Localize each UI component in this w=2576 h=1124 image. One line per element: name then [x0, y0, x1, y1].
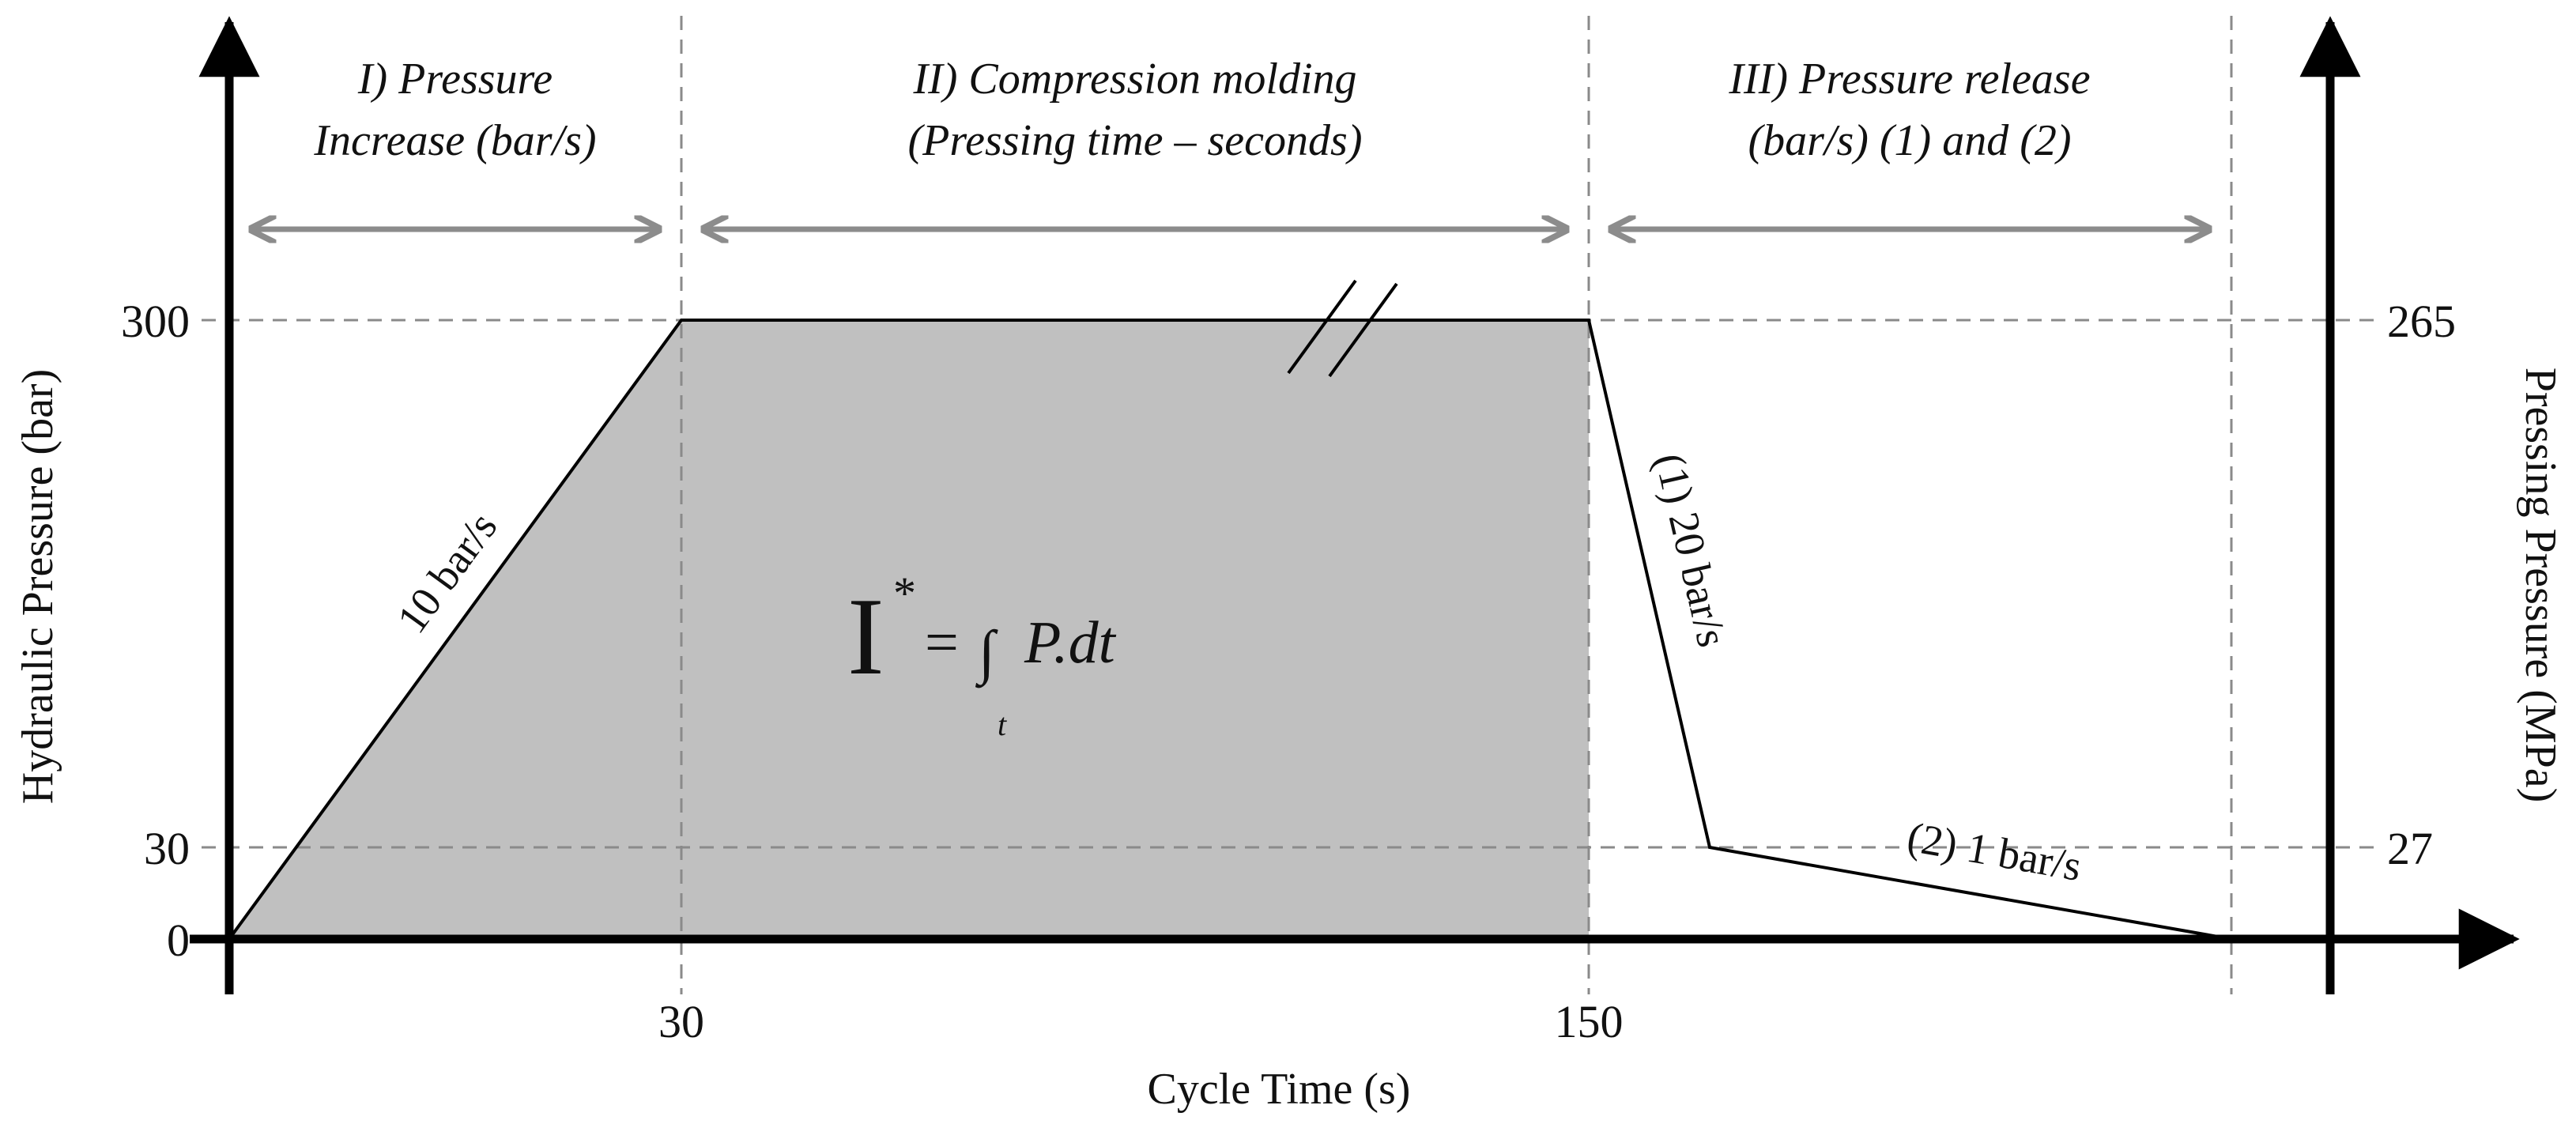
rate-release2-label: (2) 1 bar/s: [1904, 813, 2085, 890]
rate-release1-label: (1) 20 bar/s: [1646, 449, 1736, 651]
equation-integrand: P.dt: [1024, 609, 1117, 676]
equation-equals: =: [925, 609, 959, 676]
y-right-tick-265: 265: [2387, 296, 2456, 347]
y-left-tick-30: 30: [144, 823, 190, 874]
phase2-title-line1: II) Compression molding: [912, 55, 1356, 104]
phase2-title-line2: (Pressing time – seconds): [908, 116, 1363, 165]
y-left-tick-300: 300: [121, 296, 190, 347]
equation-subscript: t: [998, 707, 1007, 742]
equation-superscript: *: [893, 568, 916, 619]
phase1-title-line2: Increase (bar/s): [313, 116, 596, 165]
x-axis-title: Cycle Time (s): [1148, 1065, 1411, 1114]
phase3-title-line1: III) Pressure release: [1728, 55, 2090, 104]
pressure-curve: [228, 319, 2232, 941]
y-left-axis-title: Hydraulic Pressure (bar): [13, 369, 62, 804]
guide-lines: [202, 16, 2379, 994]
x-tick-30: 30: [658, 996, 704, 1047]
equation-symbol: I: [847, 575, 884, 698]
axis-break-marks: [1287, 279, 1398, 378]
phase1-title-line1: I) Pressure: [357, 55, 553, 104]
axes: [190, 16, 2520, 994]
equation-integral: ∫: [975, 619, 998, 688]
impulse-equation: I * = ∫ P.dt t: [847, 568, 1117, 742]
y-right-tick-27: 27: [2387, 823, 2433, 874]
x-tick-150: 150: [1555, 996, 1624, 1047]
y-right-axis-title: Pressing Pressure (MPa): [2516, 368, 2565, 803]
phase3-title-line2: (bar/s) (1) and (2): [1748, 116, 2071, 165]
y-left-tick-0: 0: [167, 915, 190, 966]
